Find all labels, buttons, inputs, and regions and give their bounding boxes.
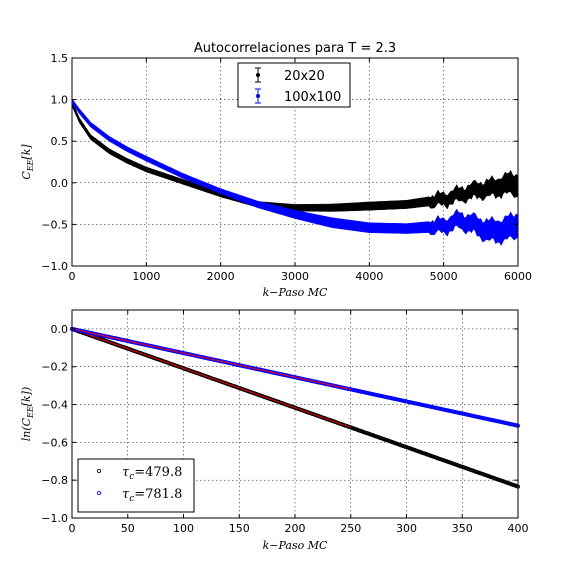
- bottom-x-tick-label: 350: [452, 522, 473, 535]
- svg-text:ln(CEE[k]): ln(CEE[k]): [20, 387, 35, 442]
- top-x-tick-label: 6000: [504, 270, 532, 283]
- top-x-tick-label: 5000: [430, 270, 458, 283]
- legend-label-100x100: 100x100: [284, 90, 341, 105]
- top-x-tick-label: 3000: [281, 270, 309, 283]
- chart-title: Autocorrelaciones para T = 2.3: [194, 41, 396, 56]
- top-x-tick-label: 0: [69, 270, 76, 283]
- bottom-y-axis-label: ln(CEE[k]): [20, 387, 35, 442]
- bottom-y-label-pre: ln(C: [20, 417, 33, 441]
- bottom-y-label-post: [k]): [20, 387, 33, 407]
- top-legend: 20x20 100x100: [237, 62, 351, 108]
- legend-marker-tau-1: [97, 468, 102, 473]
- bottom-y-tick-label: −0.8: [41, 474, 68, 487]
- top-y-tick-label: 0.0: [51, 177, 69, 190]
- legend-label-20x20: 20x20: [284, 69, 325, 84]
- top-axis-ticks: 0 1000 2000 3000 4000 5000 6000 −1.0 −0.5 0.0 0.5 1…: [41, 52, 532, 283]
- bottom-x-tick-label: 200: [285, 522, 306, 535]
- bottom-x-tick-label: 250: [340, 522, 361, 535]
- top-y-tick-label: −1.0: [41, 260, 68, 273]
- top-y-tick-label: −0.5: [41, 218, 68, 231]
- top-y-label-sub: EE: [26, 159, 35, 172]
- bottom-x-tick-label: 150: [229, 522, 250, 535]
- top-x-tick-label: 4000: [355, 270, 383, 283]
- legend-tau-1-sub: c: [129, 472, 134, 482]
- bottom-fit-line: [71, 328, 351, 428]
- bottom-x-tick-label: 100: [173, 522, 194, 535]
- bottom-axis-ticks: 0 50 100 150 200 250 300 350 400 −1.0 −0.8 −0.6 −0.4…: [41, 310, 529, 535]
- top-legend-box: [237, 62, 351, 108]
- legend-tau-2-value: =781.8: [134, 487, 182, 502]
- top-x-axis-label: k−Paso MC: [263, 286, 328, 299]
- bottom-legend-box: [77, 458, 195, 513]
- top-y-tick-label: 1.5: [51, 52, 69, 65]
- top-chart: Autocorrelaciones para T = 2.3 0 1000 2000…: [20, 41, 532, 299]
- top-y-label-main: C: [20, 171, 33, 180]
- bottom-chart: 0 50 100 150 200 250 300 350 400 −1.0 −0.8 −0.6 −0.4…: [20, 309, 529, 552]
- legend-label-tau-1: τc=479.8: [122, 465, 182, 482]
- bottom-fit-line: [71, 328, 351, 390]
- legend-tau-1-symbol: τ: [122, 465, 130, 480]
- bottom-x-tick-label: 0: [69, 522, 76, 535]
- svg-text:CEE[k]: CEE[k]: [20, 144, 35, 180]
- legend-marker-100x100: [255, 88, 261, 104]
- top-x-tick-label: 1000: [132, 270, 160, 283]
- bottom-legend: τc=479.8 τc=781.8: [77, 458, 195, 513]
- legend-tau-1-value: =479.8: [134, 465, 182, 480]
- top-y-tick-label: 1.0: [51, 94, 69, 107]
- bottom-series-group: [70, 326, 521, 489]
- bottom-y-tick-label: −0.2: [41, 361, 68, 374]
- top-y-tick-label: 0.5: [51, 135, 69, 148]
- top-y-axis-label: CEE[k]: [20, 144, 35, 180]
- bottom-x-tick-label: 400: [508, 522, 529, 535]
- legend-tau-2-symbol: τ: [122, 487, 130, 502]
- legend-tau-2-sub: c: [129, 494, 134, 504]
- bottom-x-axis-label: k−Paso MC: [263, 539, 328, 552]
- bottom-x-tick-label: 300: [396, 522, 417, 535]
- bottom-y-tick-label: −1.0: [41, 512, 68, 525]
- legend-marker-tau-2: [97, 490, 102, 495]
- bottom-x-tick-label: 50: [121, 522, 135, 535]
- bottom-y-tick-label: −0.6: [41, 436, 68, 449]
- bottom-y-label-sub: EE: [26, 406, 35, 419]
- top-x-tick-label: 2000: [207, 270, 235, 283]
- top-y-label-arg: [k]: [20, 144, 33, 160]
- legend-label-tau-2: τc=781.8: [122, 487, 182, 504]
- bottom-y-tick-label: −0.4: [41, 399, 68, 412]
- legend-marker-20x20: [255, 67, 261, 83]
- bottom-y-tick-label: 0.0: [51, 323, 69, 336]
